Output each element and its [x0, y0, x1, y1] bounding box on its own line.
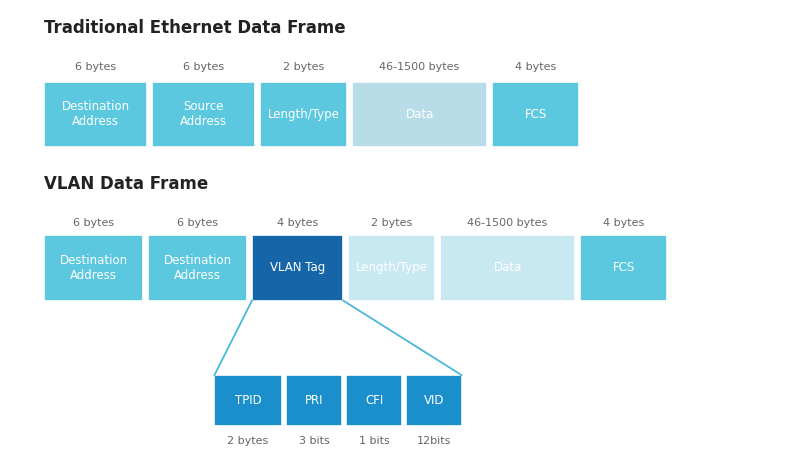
- Text: 4 bytes: 4 bytes: [515, 62, 556, 72]
- Text: PRI: PRI: [305, 394, 323, 407]
- Bar: [152, 82, 255, 147]
- Bar: [492, 82, 579, 147]
- Text: 12bits: 12bits: [417, 436, 451, 445]
- Text: 4 bytes: 4 bytes: [277, 219, 318, 228]
- Text: 4 bytes: 4 bytes: [603, 219, 644, 228]
- Bar: [406, 375, 462, 426]
- Text: 2 bytes: 2 bytes: [283, 62, 324, 72]
- Text: Traditional Ethernet Data Frame: Traditional Ethernet Data Frame: [44, 19, 346, 37]
- Text: 6 bytes: 6 bytes: [177, 219, 218, 228]
- Text: 6 bytes: 6 bytes: [73, 219, 114, 228]
- Bar: [214, 375, 282, 426]
- Text: Destination
Address: Destination Address: [59, 254, 128, 282]
- Bar: [352, 82, 487, 147]
- Text: TPID: TPID: [234, 394, 262, 407]
- Bar: [148, 235, 247, 301]
- Text: 6 bytes: 6 bytes: [183, 62, 224, 72]
- Text: FCS: FCS: [613, 261, 634, 274]
- Text: Source
Address: Source Address: [180, 100, 227, 128]
- Bar: [286, 375, 342, 426]
- Text: Destination
Address: Destination Address: [163, 254, 232, 282]
- Text: Data: Data: [494, 261, 522, 274]
- Bar: [580, 235, 667, 301]
- Text: 3 bits: 3 bits: [298, 436, 330, 445]
- Text: CFI: CFI: [365, 394, 383, 407]
- Bar: [440, 235, 575, 301]
- Text: Destination
Address: Destination Address: [62, 100, 130, 128]
- Text: Data: Data: [406, 108, 434, 121]
- Text: 2 bytes: 2 bytes: [371, 219, 412, 228]
- Text: FCS: FCS: [525, 108, 546, 121]
- Text: 6 bytes: 6 bytes: [75, 62, 116, 72]
- Text: 2 bytes: 2 bytes: [227, 436, 269, 445]
- Text: VLAN Tag: VLAN Tag: [270, 261, 326, 274]
- Text: Length/Type: Length/Type: [268, 108, 339, 121]
- Bar: [44, 82, 147, 147]
- Bar: [348, 235, 435, 301]
- Text: 46-1500 bytes: 46-1500 bytes: [379, 62, 460, 72]
- Text: VID: VID: [424, 394, 444, 407]
- Text: 1 bits: 1 bits: [358, 436, 390, 445]
- Bar: [346, 375, 402, 426]
- Bar: [44, 235, 143, 301]
- Bar: [252, 235, 343, 301]
- Text: VLAN Data Frame: VLAN Data Frame: [44, 175, 208, 193]
- Text: 46-1500 bytes: 46-1500 bytes: [467, 219, 548, 228]
- Text: Length/Type: Length/Type: [356, 261, 427, 274]
- Bar: [260, 82, 347, 147]
